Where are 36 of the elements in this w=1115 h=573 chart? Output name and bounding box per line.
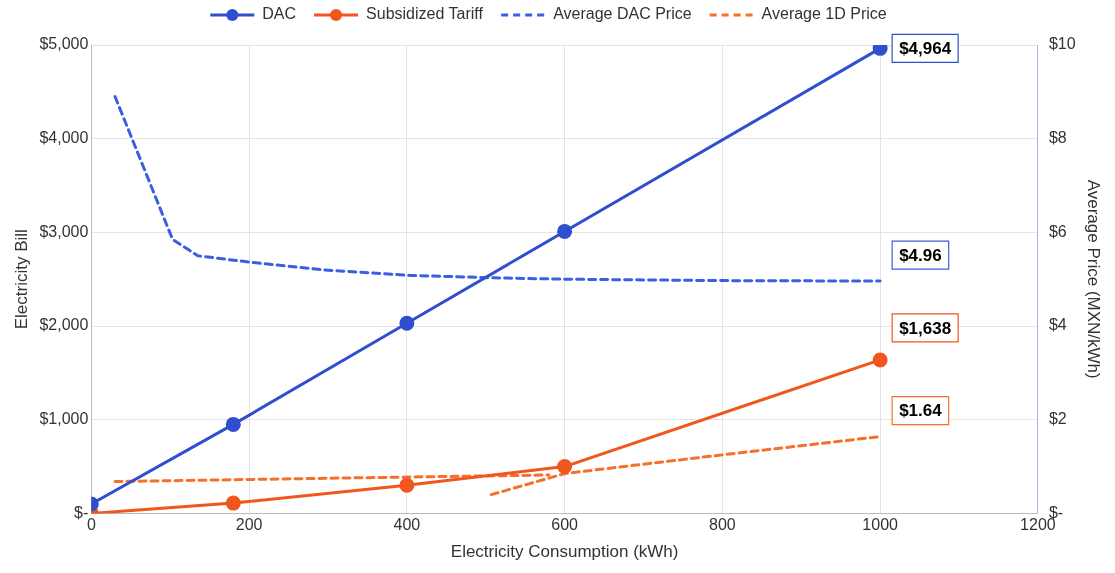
point bbox=[872, 352, 888, 368]
y2-tick-label: $2 bbox=[1048, 410, 1067, 428]
y-tick-label: $- bbox=[74, 503, 89, 521]
y2-tick-label: $4 bbox=[1048, 316, 1067, 334]
y-tick-label: $5,000 bbox=[39, 35, 89, 53]
x-tick-label: 800 bbox=[709, 516, 736, 534]
legend-label: Subsidized Tariff bbox=[366, 5, 484, 23]
y-axis-title: Electricity Bill bbox=[11, 229, 31, 330]
point bbox=[399, 477, 415, 493]
legend-label: Average 1D Price bbox=[761, 5, 887, 23]
y-tick-label: $4,000 bbox=[39, 129, 89, 147]
point bbox=[225, 416, 241, 432]
y-tick-label: $1,000 bbox=[39, 410, 89, 428]
data-label: $1.64 bbox=[899, 401, 943, 421]
data-label: $4.96 bbox=[899, 245, 942, 265]
x-axis-title: Electricity Consumption (kWh) bbox=[450, 542, 679, 562]
point bbox=[557, 223, 573, 239]
x-tick-label: 600 bbox=[551, 516, 579, 534]
legend-label: DAC bbox=[262, 5, 297, 23]
x-tick-label: 0 bbox=[86, 516, 96, 534]
y2-axis-title: Average Price (MXN/kWh) bbox=[1084, 179, 1104, 379]
point bbox=[557, 459, 573, 475]
y2-tick-label: $6 bbox=[1048, 222, 1067, 240]
point bbox=[399, 315, 415, 331]
data-label: $1,638 bbox=[899, 318, 952, 338]
x-tick-label: 1000 bbox=[862, 516, 899, 534]
y2-tick-label: $8 bbox=[1048, 129, 1067, 147]
legend-label: Average DAC Price bbox=[553, 5, 692, 23]
x-tick-label: 200 bbox=[235, 516, 263, 534]
line-series bbox=[113, 95, 882, 283]
y-tick-label: $3,000 bbox=[39, 222, 89, 240]
y2-tick-label: $10 bbox=[1048, 35, 1076, 53]
point bbox=[225, 495, 241, 511]
y-tick-label: $2,000 bbox=[39, 316, 89, 334]
x-tick-label: 400 bbox=[393, 516, 421, 534]
data-label: $4,964 bbox=[899, 39, 952, 59]
